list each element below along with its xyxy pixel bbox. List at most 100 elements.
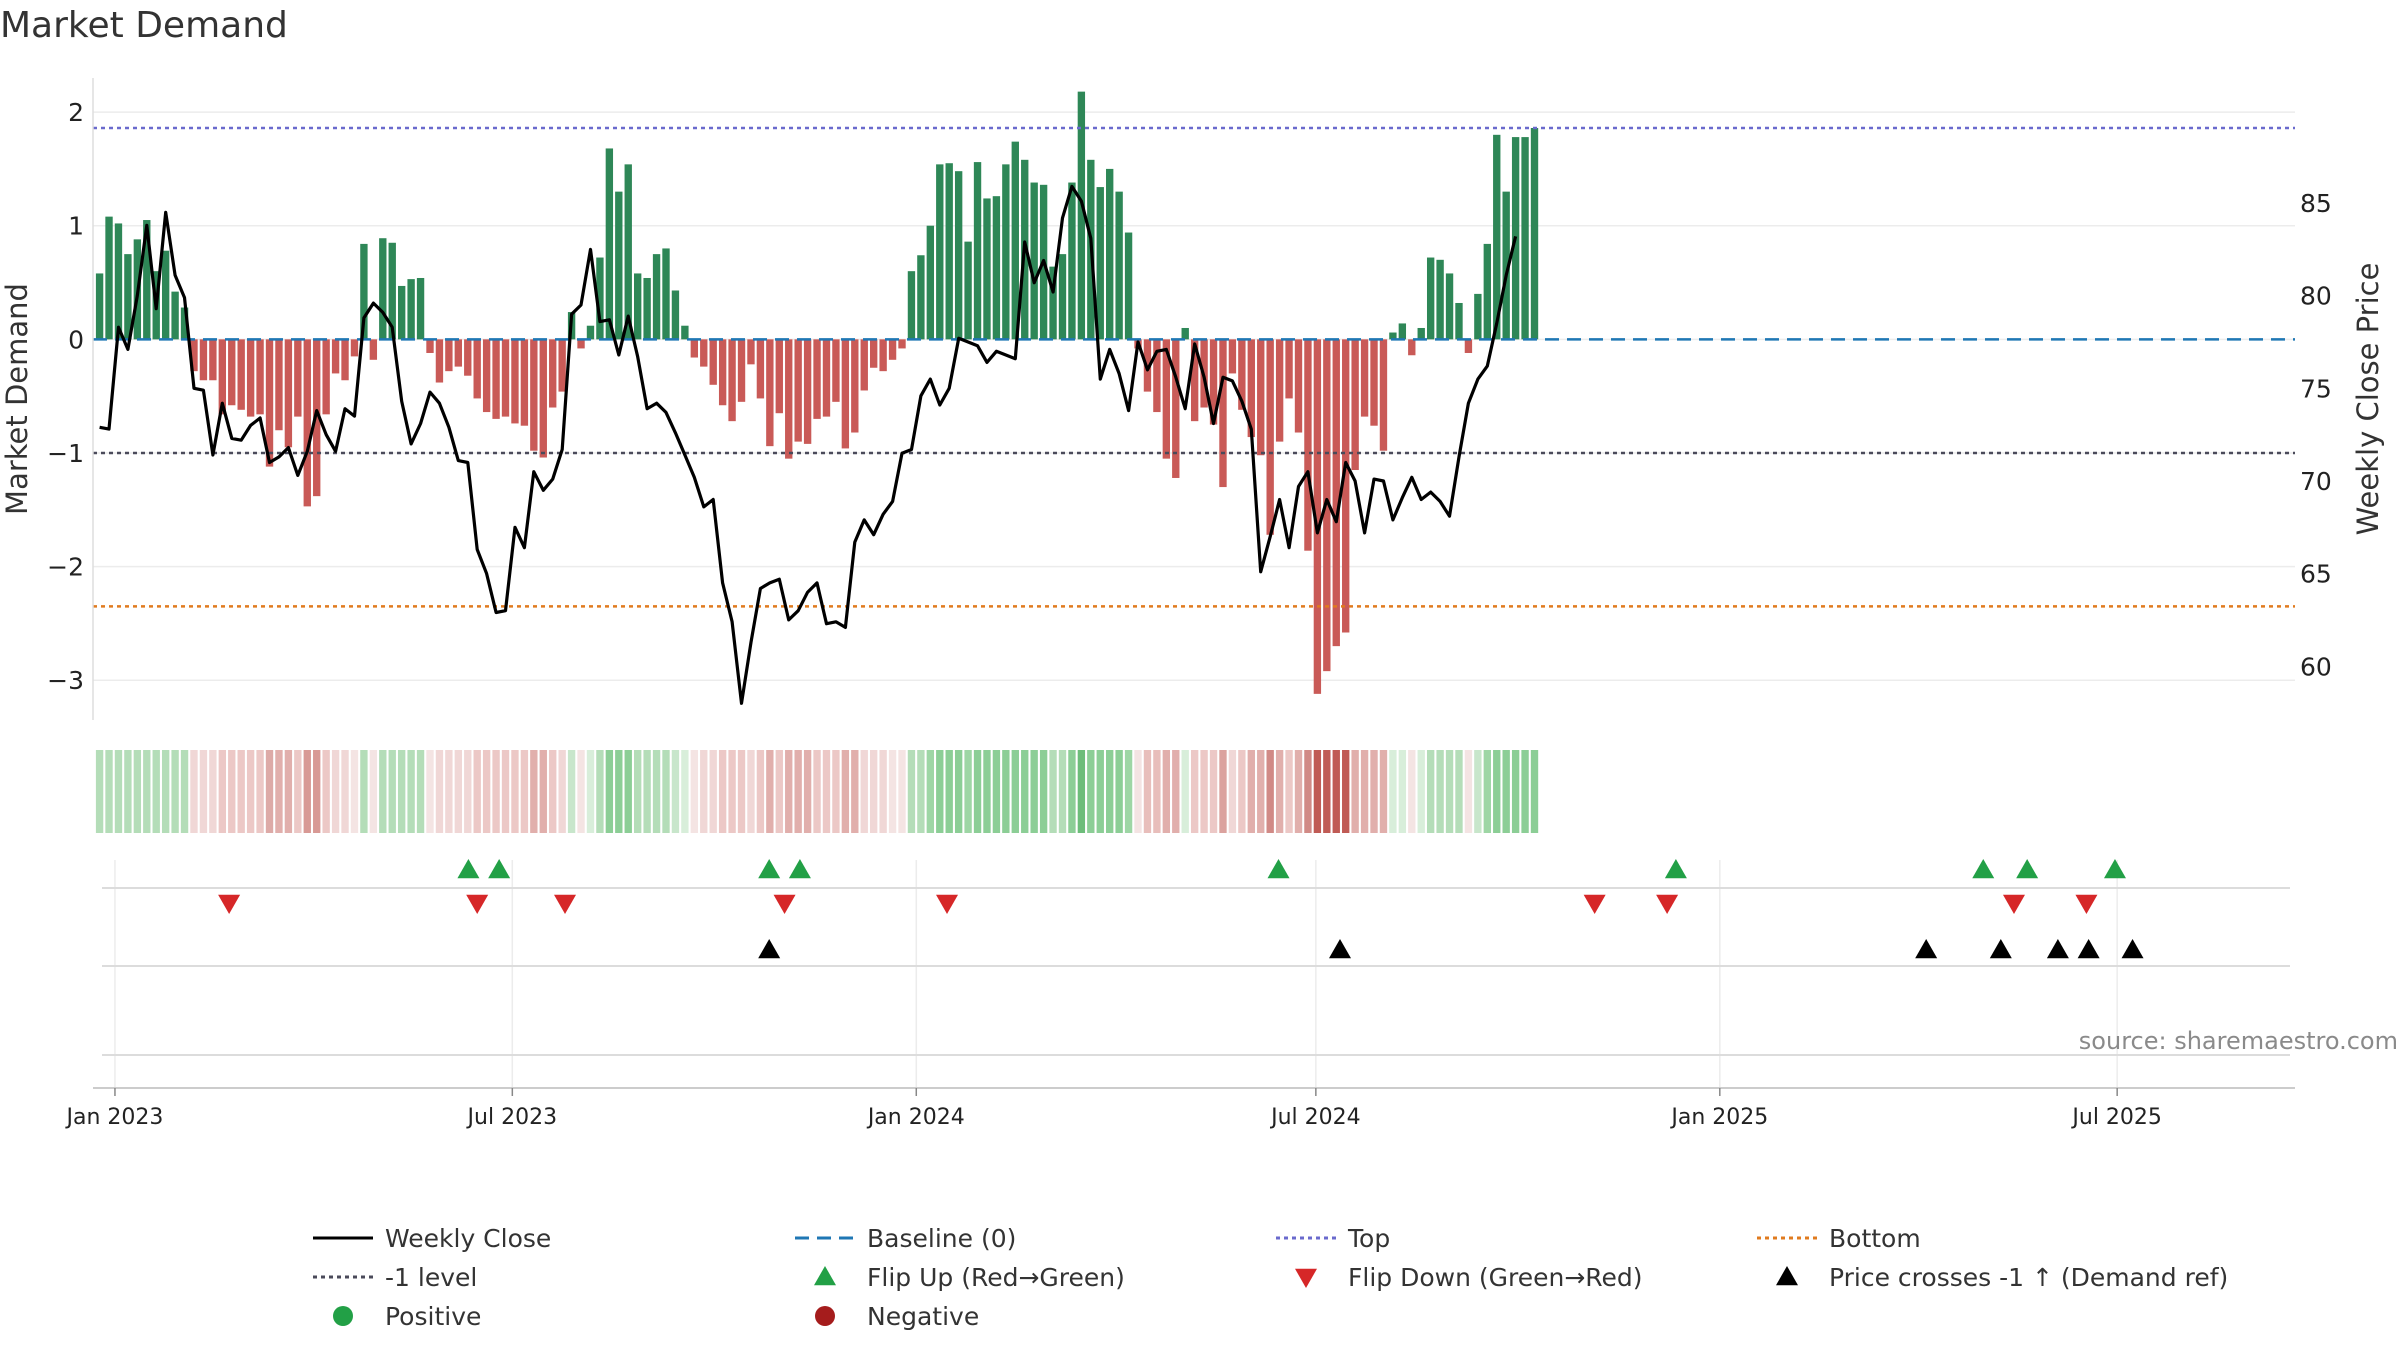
- heat-strip-cell: [322, 750, 330, 833]
- heat-strip-cell: [690, 750, 699, 833]
- heat-strip-cell: [1483, 750, 1491, 833]
- heat-strip-cell: [1275, 750, 1284, 833]
- demand-bar: [171, 291, 179, 340]
- heat-strip-cell: [416, 750, 425, 833]
- demand-bar: [1408, 339, 1416, 356]
- demand-bar: [898, 339, 906, 349]
- demand-bar: [718, 339, 727, 406]
- demand-bar: [1049, 266, 1057, 340]
- demand-bar: [964, 241, 972, 340]
- demand-bar: [756, 339, 765, 399]
- legend-swatch-triangle-down: [1295, 1268, 1317, 1288]
- demand-bar: [577, 339, 585, 349]
- heat-strip-cell: [1266, 750, 1274, 833]
- heat-strip-cell: [1408, 750, 1416, 833]
- heat-strip-cell: [822, 750, 831, 833]
- left-tick-label: −3: [47, 666, 84, 695]
- x-tick-label: Jan 2024: [866, 1105, 965, 1130]
- demand-bar: [275, 339, 283, 431]
- demand-bar: [1360, 339, 1369, 417]
- flip-down-marker: [218, 894, 241, 914]
- heat-strip-cell: [124, 750, 132, 833]
- heat-strip-cell: [275, 750, 283, 833]
- demand-bar: [1068, 182, 1076, 340]
- heat-strip-cell: [209, 750, 217, 833]
- legend-label: Flip Down (Green→Red): [1348, 1263, 1643, 1292]
- demand-bar: [1464, 339, 1473, 353]
- heat-strip-cell: [1096, 750, 1104, 833]
- price-cross-marker: [2121, 939, 2144, 959]
- heat-strip-cell: [1021, 750, 1029, 833]
- demand-bar: [766, 339, 774, 447]
- demand-bar: [1115, 191, 1123, 340]
- demand-bar: [1332, 339, 1340, 647]
- demand-bar: [1030, 182, 1038, 340]
- heat-strip-cell: [426, 750, 434, 833]
- demand-bar: [1370, 339, 1378, 426]
- heat-strip-cell: [482, 750, 491, 833]
- demand-bar: [936, 164, 944, 340]
- weekly-close-line: [99, 184, 1518, 705]
- heat-strip-cell: [1153, 750, 1161, 833]
- right-tick-label: 65: [2300, 560, 2332, 589]
- heat-strip-cell: [284, 750, 293, 833]
- demand-bar: [1106, 168, 1114, 340]
- heat-strip-cell: [1068, 750, 1076, 833]
- heat-strip-cell: [813, 750, 821, 833]
- heat-strip-cell: [1219, 750, 1227, 833]
- heat-strip-cell: [1039, 750, 1048, 833]
- demand-bar: [369, 339, 378, 360]
- demand-bar: [105, 216, 113, 340]
- demand-bar: [945, 163, 953, 340]
- heat-strip-cell: [558, 750, 566, 833]
- demand-bar: [1389, 332, 1397, 340]
- heat-strip-cell: [379, 750, 387, 833]
- heat-strip-cell: [1209, 750, 1218, 833]
- heat-strip-cell: [407, 750, 415, 833]
- demand-bar: [1153, 339, 1161, 413]
- heat-strip-cell: [870, 750, 878, 833]
- demand-bar: [416, 277, 425, 340]
- heat-strip-cell: [1200, 750, 1208, 833]
- heat-strip-cell: [171, 750, 179, 833]
- demand-bar: [1247, 339, 1255, 438]
- price-cross-marker: [1328, 939, 1351, 959]
- heat-strip-cell: [464, 750, 472, 833]
- demand-bar: [492, 339, 500, 419]
- reference-lines: [93, 126, 2295, 608]
- heat-strip-cell: [926, 750, 935, 833]
- heat-strip-cell: [1238, 750, 1246, 833]
- heat-strip-cell: [567, 750, 576, 833]
- heat-strip-cell: [898, 750, 906, 833]
- heat-strip-cell: [1398, 750, 1407, 833]
- heat-strip-cell: [747, 750, 755, 833]
- left-tick-label: −2: [47, 553, 84, 582]
- flip-down-marker: [2002, 894, 2025, 914]
- heat-strip-cell: [161, 750, 170, 833]
- heat-strip-cell: [1285, 750, 1293, 833]
- demand-bar: [907, 271, 916, 340]
- left-tick-label: −1: [47, 439, 84, 468]
- left-axis-label: Market Demand: [0, 283, 34, 515]
- heat-strip-cell: [369, 750, 378, 833]
- demand-bar: [634, 273, 642, 340]
- demand-bar: [992, 196, 1001, 340]
- demand-bar: [322, 339, 330, 415]
- heat-strip-cell: [1332, 750, 1340, 833]
- heat-strip-cell: [709, 750, 717, 833]
- demand-bar: [1436, 259, 1444, 340]
- heat-strip-cell: [662, 750, 670, 833]
- heat-strip-cell: [530, 750, 538, 833]
- right-tick-label: 85: [2300, 189, 2332, 218]
- heat-strip-cell: [95, 750, 104, 833]
- demand-bar: [747, 339, 755, 365]
- legend-label: Top: [1347, 1224, 1390, 1253]
- heat-strip-cell: [228, 750, 236, 833]
- heat-strip-cell: [1417, 750, 1425, 833]
- x-tick-label: Jan 2023: [65, 1105, 164, 1130]
- heat-strip-cell: [435, 750, 444, 833]
- heat-strip-cell: [803, 750, 812, 833]
- heat-strip-cell: [341, 750, 349, 833]
- heat-strip-cell: [1445, 750, 1454, 833]
- demand-bar: [501, 339, 510, 417]
